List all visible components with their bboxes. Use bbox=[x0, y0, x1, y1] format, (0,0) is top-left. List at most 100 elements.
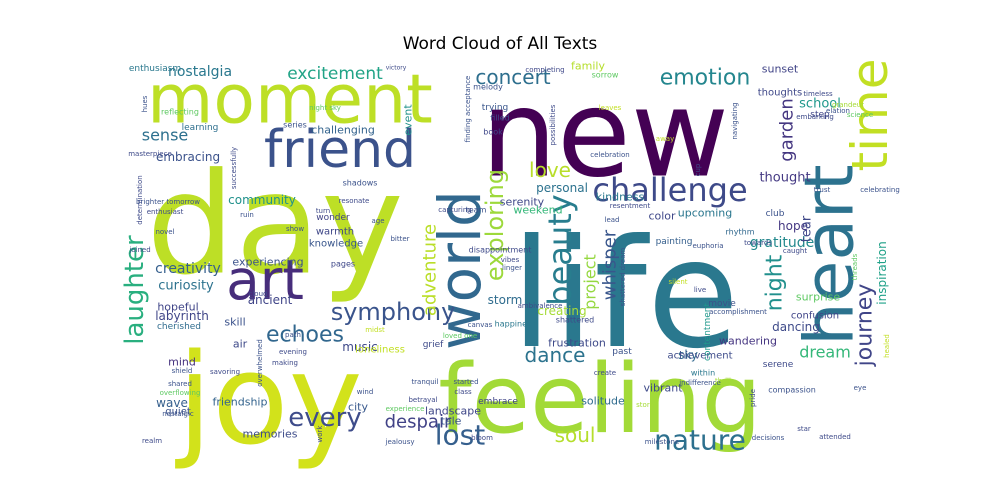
word-storm: storm bbox=[488, 293, 523, 307]
word-realm: realm bbox=[142, 437, 162, 445]
word-betrayal: betrayal bbox=[408, 396, 437, 404]
word-linger: linger bbox=[502, 264, 522, 272]
word-sense: sense bbox=[142, 126, 189, 145]
word-step: step bbox=[810, 110, 830, 120]
word-enthusiast: enthusiast bbox=[147, 208, 184, 216]
word-lead: lead bbox=[605, 216, 620, 224]
word-decisions: decisions bbox=[752, 434, 785, 442]
word-wandering: wandering bbox=[719, 335, 777, 348]
word-grandeur: grandeur bbox=[832, 101, 864, 109]
word-vibrant: vibrant bbox=[643, 382, 683, 395]
word-work: work bbox=[316, 425, 324, 443]
word-color: color bbox=[648, 210, 676, 223]
word-elation: elation bbox=[826, 107, 850, 115]
word-joined: joined bbox=[128, 246, 150, 254]
word-thrill: thrill bbox=[715, 377, 731, 385]
word-successfully: successfully bbox=[230, 147, 238, 189]
word-thoughts: thoughts bbox=[758, 88, 803, 99]
word-joy: joy bbox=[174, 328, 362, 473]
word-threads: threads bbox=[851, 253, 859, 280]
word-wave: wave bbox=[156, 396, 188, 410]
word-wind: wind bbox=[357, 388, 374, 396]
word-turn: turn bbox=[316, 207, 330, 215]
word-excitement: excitement bbox=[287, 64, 383, 84]
word-happiness: happiness bbox=[495, 320, 536, 329]
word-landscape: landscape bbox=[425, 405, 481, 418]
word-music: music bbox=[342, 340, 377, 354]
word-thought: thought bbox=[759, 171, 810, 186]
word-dance: dance bbox=[525, 343, 586, 367]
word-enthusiasm: enthusiasm bbox=[129, 64, 181, 74]
word-milestone: milestone bbox=[645, 438, 679, 446]
word-victory: victory bbox=[386, 65, 407, 72]
word-show: show bbox=[286, 225, 304, 233]
word-labyrinth: labyrinth bbox=[155, 309, 209, 323]
word-timeless: timeless bbox=[803, 90, 833, 98]
word-pride: pride bbox=[749, 389, 757, 407]
word-contentment: contentment bbox=[703, 303, 713, 361]
word-solitude: solitude bbox=[581, 395, 625, 408]
word-despair: despair bbox=[385, 412, 452, 433]
word-healed: healed bbox=[883, 334, 891, 358]
word-team: team bbox=[466, 206, 487, 215]
word-making: making bbox=[272, 359, 298, 367]
word-ancient: ancient bbox=[248, 293, 293, 307]
word-hope: hope bbox=[778, 219, 808, 233]
word-memories: memories bbox=[242, 428, 297, 441]
word-hues: hues bbox=[141, 95, 149, 112]
word-confusion: confusion bbox=[791, 311, 839, 322]
word-create: create bbox=[594, 369, 616, 377]
word-life: life bbox=[511, 208, 739, 382]
word-resentment: resentment bbox=[610, 202, 651, 210]
word-melody: melody bbox=[473, 83, 503, 92]
word-time: time bbox=[841, 59, 899, 172]
word-city: city bbox=[348, 401, 368, 414]
word-shared: shared bbox=[168, 380, 192, 388]
word-savoring: savoring bbox=[210, 368, 240, 376]
word-upcoming: upcoming bbox=[678, 207, 732, 220]
word-weekend: weekend bbox=[513, 204, 562, 217]
word-event: event bbox=[402, 104, 415, 136]
word-path: path bbox=[285, 331, 301, 339]
word-overwhelmed: overwhelmed bbox=[256, 339, 264, 387]
word-warmth: warmth bbox=[316, 227, 354, 238]
word-curiosity: curiosity bbox=[158, 279, 214, 294]
word-night-sky: night sky bbox=[309, 104, 341, 112]
word-trying: trying bbox=[482, 103, 508, 113]
word-quiet: quiet bbox=[165, 407, 191, 418]
word-journey: journey bbox=[853, 284, 878, 368]
word-movie: movie bbox=[708, 299, 736, 309]
word-nostalgic: nostalgic bbox=[162, 410, 194, 418]
word-completing: completing bbox=[525, 66, 564, 74]
word-garden: garden bbox=[777, 98, 798, 161]
word-pages: pages bbox=[331, 260, 355, 269]
word-shield: shield bbox=[172, 367, 193, 375]
word-moment: moment bbox=[147, 61, 433, 140]
word-vibes: vibes bbox=[501, 256, 520, 264]
word-beauty: beauty bbox=[541, 194, 579, 305]
word-star: star bbox=[797, 425, 811, 433]
word-serene: serene bbox=[763, 360, 794, 370]
word-capturing: capturing bbox=[438, 206, 471, 214]
word-compassion: compassion bbox=[768, 386, 816, 395]
word-accomplishment: accomplishment bbox=[709, 308, 767, 316]
word-mind: mind bbox=[168, 356, 196, 369]
word-shattered-dream: shattered dream bbox=[619, 248, 627, 307]
word-leaves: leaves bbox=[599, 104, 622, 112]
word-world: world bbox=[426, 190, 494, 350]
word-novel: novel bbox=[155, 228, 174, 236]
word-overflowing: overflowing bbox=[160, 389, 201, 397]
word-frustration: frustration bbox=[548, 337, 606, 350]
word-class: class bbox=[454, 388, 472, 396]
word-possibilities: possibilities bbox=[549, 104, 557, 145]
word-jealousy: jealousy bbox=[385, 438, 415, 446]
word-book: book bbox=[483, 128, 503, 137]
word-inspiration: inspiration bbox=[875, 241, 889, 304]
word-personal: personal bbox=[536, 181, 588, 195]
word-loved-one: loved one bbox=[443, 332, 477, 340]
word-rhythm: rhythm bbox=[726, 228, 755, 237]
word-celebration: celebration bbox=[590, 151, 629, 159]
word-echoes: echoes bbox=[266, 323, 344, 348]
word-night: night bbox=[763, 254, 788, 311]
